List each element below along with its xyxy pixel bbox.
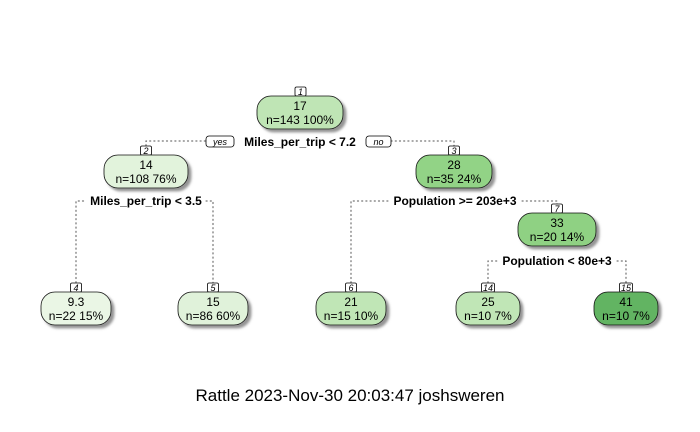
node-count: n=86 60%	[186, 309, 241, 323]
node-box	[593, 291, 659, 326]
node-value: 28	[447, 158, 461, 172]
edge-1-2	[145, 140, 207, 151]
node-count: n=15 10%	[324, 309, 379, 323]
split-label: Miles_per_trip < 7.2	[244, 135, 356, 149]
yes-label: yes	[212, 137, 228, 147]
node-number: 5	[210, 283, 216, 293]
node-count: n=22 15%	[49, 309, 104, 323]
edge-2-5	[205, 200, 214, 288]
node-number: 4	[73, 283, 78, 293]
node-number: 1	[298, 87, 303, 97]
edge-7-15	[616, 260, 627, 288]
node-number: 14	[483, 283, 493, 293]
node-box	[177, 291, 249, 326]
tree-node-7: 7 33 n=20 14%	[517, 203, 597, 247]
edge-3-6	[350, 200, 389, 288]
tree-node-14: 14 25 n=10 7%	[455, 282, 521, 326]
node-value: 15	[206, 295, 220, 309]
tree-node-2: 2 14 n=108 76%	[103, 145, 189, 189]
split-root: yes Miles_per_trip < 7.2 no	[205, 135, 392, 149]
node-count: n=35 24%	[427, 172, 482, 186]
split-right: Population >= 203e+3	[393, 194, 516, 208]
edge-7-14	[487, 260, 498, 288]
split-right2: Population < 80e+3	[502, 254, 612, 268]
node-box	[415, 154, 493, 189]
node-value: 14	[139, 158, 153, 172]
edge-1-3	[390, 140, 455, 151]
edge-2-4	[75, 200, 87, 288]
node-number: 7	[554, 204, 560, 214]
node-number: 15	[621, 283, 632, 293]
node-number: 6	[348, 283, 353, 293]
node-value: 25	[481, 295, 495, 309]
tree-node-3: 3 28 n=35 24%	[415, 145, 493, 189]
node-count: n=10 7%	[464, 309, 512, 323]
tree-node-1: 1 17 n=143 100%	[256, 86, 344, 130]
node-number: 2	[142, 146, 148, 156]
footer-caption: Rattle 2023-Nov-30 20:03:47 joshsweren	[195, 386, 505, 405]
tree-node-6: 6 21 n=15 10%	[315, 282, 387, 326]
node-box	[40, 291, 112, 326]
node-value: 33	[550, 216, 564, 230]
tree-edges	[75, 140, 627, 288]
node-box	[256, 95, 344, 130]
node-box	[103, 154, 189, 189]
node-value: 41	[619, 295, 633, 309]
edge-3-7	[521, 200, 558, 209]
split-left: Miles_per_trip < 3.5	[90, 194, 202, 208]
tree-node-5: 5 15 n=86 60%	[177, 282, 249, 326]
node-count: n=143 100%	[266, 113, 334, 127]
no-label-box	[365, 135, 392, 148]
tree-node-4: 4 9.3 n=22 15%	[40, 282, 112, 326]
node-value: 17	[293, 99, 307, 113]
tree-node-15: 15 41 n=10 7%	[593, 282, 659, 326]
node-value: 21	[344, 295, 358, 309]
node-number: 3	[451, 146, 456, 156]
node-box	[315, 291, 387, 326]
node-count: n=108 76%	[115, 172, 176, 186]
yes-label-box	[205, 135, 235, 148]
node-count: n=20 14%	[530, 230, 585, 244]
node-box	[455, 291, 521, 326]
node-box	[517, 212, 597, 247]
node-count: n=10 7%	[602, 309, 650, 323]
no-label: no	[373, 137, 383, 147]
node-value: 9.3	[68, 295, 85, 309]
